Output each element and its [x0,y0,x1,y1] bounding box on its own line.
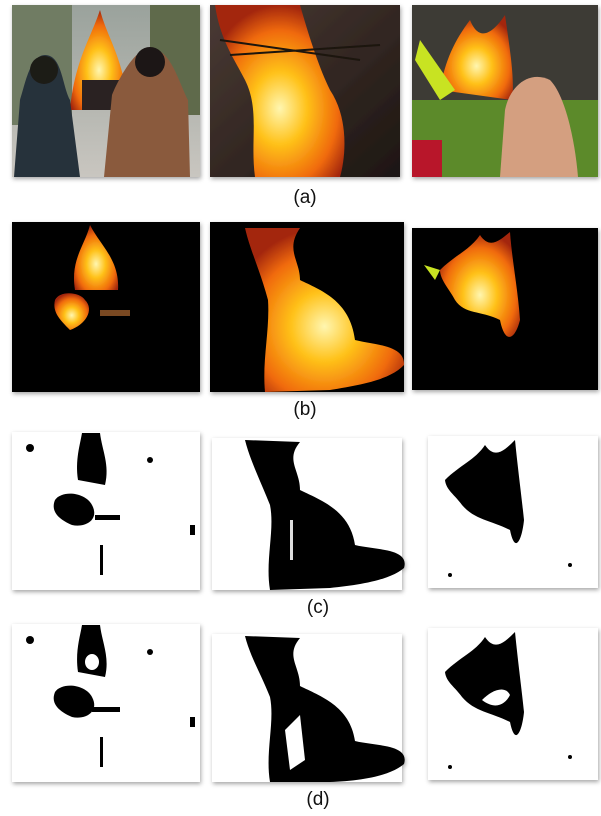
frame-1 [12,222,200,392]
row-d: (d) [12,624,598,810]
frame-1 [12,5,200,177]
frame-1 [12,624,200,782]
row-c: (c) [12,432,598,618]
label: (b) [293,399,316,420]
frame-2 [210,222,404,392]
frame-3 [412,5,598,177]
frame-3 [428,436,598,588]
frame-2 [210,5,400,177]
frame-3 [428,628,598,780]
label: (c) [307,597,329,618]
label: (a) [293,187,316,208]
frame-2 [212,438,405,590]
frame-2 [212,634,405,782]
frame-1 [12,432,200,590]
row-b: (b) [12,222,598,420]
row-a: (a) [12,5,598,208]
label: (d) [306,789,329,810]
figure: (a) (b) [0,0,601,816]
frame-3 [412,228,598,390]
